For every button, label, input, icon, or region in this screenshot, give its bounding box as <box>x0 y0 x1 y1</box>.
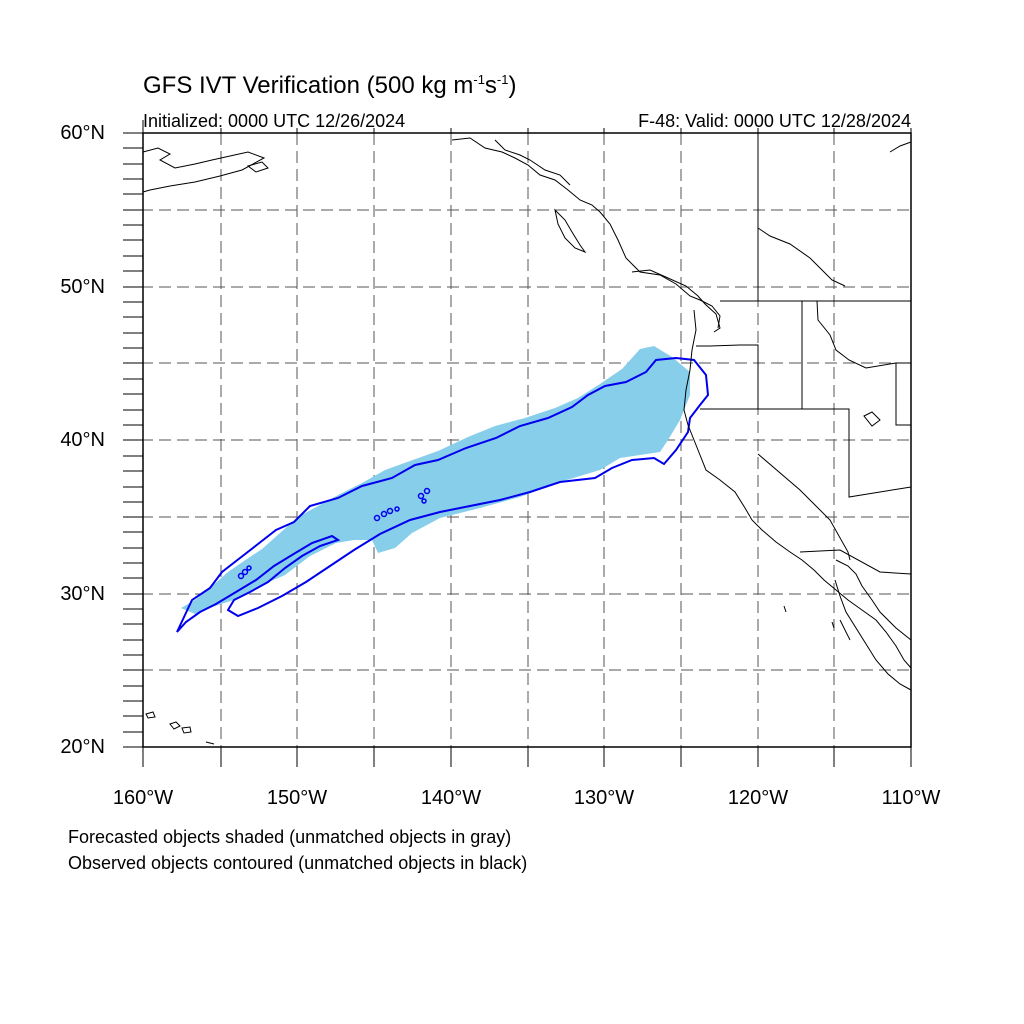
lon-label-120: 120°W <box>727 787 789 809</box>
lon-label-110: 110°W <box>881 787 941 809</box>
lat-label-50: 50°N <box>60 276 105 298</box>
lat-label-40: 40°N <box>60 429 105 451</box>
valid-time: F-48: Valid: 0000 UTC 12/28/2024 <box>638 111 911 131</box>
observed-small-contours <box>237 487 431 580</box>
observed-legend-note: Observed objects contoured (unmatched ob… <box>68 853 528 873</box>
political-borders <box>696 133 912 575</box>
coastlines <box>142 137 912 745</box>
observed-ivt-contour <box>176 356 710 633</box>
lon-label-140: 140°W <box>420 787 482 809</box>
chart-title: GFS IVT Verification (500 kg m-1s-1) <box>143 72 517 99</box>
lon-label-160: 160°W <box>112 787 174 809</box>
lat-label-60: 60°N <box>60 122 105 144</box>
lon-label-150: 150°W <box>266 787 328 809</box>
forecast-ivt-object <box>181 346 690 614</box>
lat-label-30: 30°N <box>60 583 105 605</box>
lat-label-20: 20°N <box>60 736 105 758</box>
initialized-time: Initialized: 0000 UTC 12/26/2024 <box>143 111 406 131</box>
lon-label-130: 130°W <box>573 787 635 809</box>
lat-minor-ticks <box>123 147 143 733</box>
lon-ticks <box>123 120 912 767</box>
forecast-legend-note: Forecasted objects shaded (unmatched obj… <box>68 827 512 847</box>
